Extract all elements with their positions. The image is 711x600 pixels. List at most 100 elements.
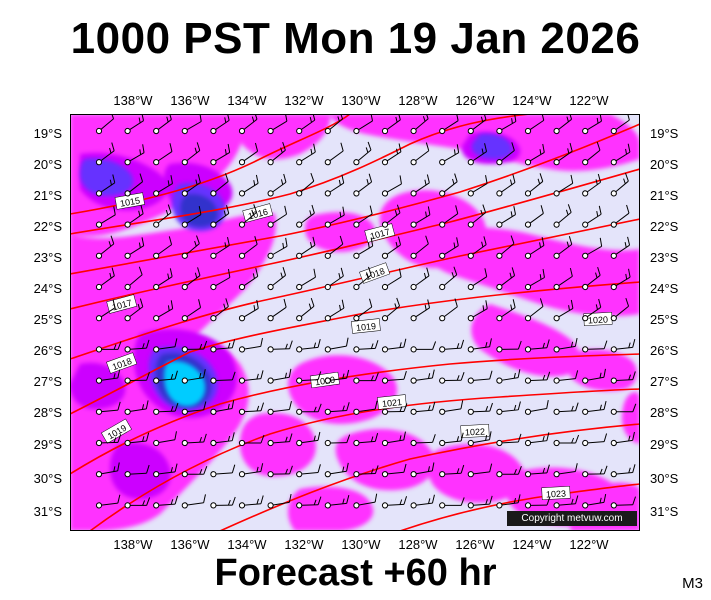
wind-barb-icon xyxy=(181,401,207,415)
wind-barb-icon xyxy=(467,370,493,384)
lon-tick-label: 138°W xyxy=(113,537,153,552)
wind-barb-icon xyxy=(496,340,522,353)
wind-barb-icon xyxy=(381,403,408,415)
wind-barb-icon xyxy=(610,236,631,259)
wind-barb-icon xyxy=(324,402,350,415)
wind-barb-icon xyxy=(210,464,236,478)
lat-tick-label: 31°S xyxy=(650,504,679,519)
wind-barb-icon xyxy=(95,235,115,259)
wind-barb-icon xyxy=(553,174,574,197)
wind-barb-icon xyxy=(95,494,121,509)
wind-barb-icon xyxy=(439,173,458,197)
isobar-label: 1023 xyxy=(541,486,571,500)
wind-barb-icon xyxy=(524,268,545,291)
wind-barb-icon xyxy=(267,433,293,447)
lon-tick-label: 124°W xyxy=(512,93,552,108)
wind-barb-icon xyxy=(610,371,636,384)
wind-barb-icon xyxy=(381,143,402,166)
wind-barb-icon xyxy=(324,369,350,384)
wind-barb-icon xyxy=(496,433,522,447)
wind-barb-icon xyxy=(524,298,544,322)
wind-barb-icon xyxy=(267,340,293,353)
svg-text:1021: 1021 xyxy=(382,397,403,409)
wind-barb-icon xyxy=(153,143,173,166)
wind-barb-icon xyxy=(324,299,345,322)
wind-barb-icon xyxy=(439,464,465,478)
wind-barb-icon xyxy=(124,114,145,135)
wind-barb-icon xyxy=(410,401,436,415)
wind-barb-icon xyxy=(267,237,288,259)
wind-barb-icon xyxy=(153,402,179,415)
wind-barb-icon xyxy=(439,400,464,415)
wind-barb-icon xyxy=(238,434,265,447)
wind-barb-icon xyxy=(410,267,430,291)
wind-barb-icon xyxy=(124,266,143,291)
wind-barb-icon xyxy=(524,496,551,509)
wind-barb-icon xyxy=(553,142,573,166)
wind-barb-icon xyxy=(124,205,144,228)
wind-barb-icon xyxy=(496,401,521,415)
wind-barb-icon xyxy=(210,143,231,166)
wind-barb-icon xyxy=(95,299,116,322)
isobar-label: 1019 xyxy=(101,418,132,444)
wind-barb-icon xyxy=(296,114,316,135)
wind-barb-icon xyxy=(267,401,292,415)
lat-tick-label: 28°S xyxy=(650,405,679,420)
wind-barb-icon xyxy=(124,464,150,478)
wind-barb-icon xyxy=(324,235,344,259)
wind-barb-icon xyxy=(439,237,459,259)
wind-barb-icon xyxy=(553,495,579,509)
wind-barb-icon xyxy=(353,340,379,353)
wind-barb-icon xyxy=(181,299,202,322)
wind-barb-icon xyxy=(582,205,602,228)
wind-barb-icon xyxy=(324,434,351,447)
wind-barb-icon xyxy=(124,497,151,509)
lat-tick-label: 27°S xyxy=(33,374,62,389)
wind-barb-icon xyxy=(153,370,178,384)
wind-barb-icon xyxy=(353,141,372,166)
isobar-label: 1015 xyxy=(114,192,145,210)
lat-tick-label: 26°S xyxy=(650,343,679,358)
wind-barb-icon xyxy=(267,493,292,509)
wind-barb-icon xyxy=(496,494,521,509)
wind-barb-icon xyxy=(324,495,350,509)
svg-text:1015: 1015 xyxy=(119,195,140,208)
wind-barb-icon xyxy=(410,114,429,135)
lon-tick-label: 128°W xyxy=(398,537,438,552)
wind-barb-icon xyxy=(181,235,200,259)
wind-barb-icon xyxy=(496,267,516,291)
svg-text:1022: 1022 xyxy=(465,426,486,437)
wind-barb-icon xyxy=(496,369,521,384)
wind-barb-icon xyxy=(610,268,631,291)
wind-barb-icon xyxy=(496,235,515,259)
isobar-labels: 1015 1016 1017 1017 1018 1018 1019 1019 … xyxy=(101,192,613,500)
wind-barb-icon xyxy=(238,142,259,166)
wind-barb-icon xyxy=(95,434,122,447)
lon-tick-label: 124°W xyxy=(512,537,552,552)
wind-barb-icon xyxy=(439,298,458,322)
wind-barb-icon xyxy=(553,267,573,291)
wind-barb-icon xyxy=(324,267,344,291)
wind-barb-icon xyxy=(210,268,231,291)
wind-barb-icon xyxy=(610,496,636,509)
wind-barb-icon xyxy=(353,173,373,197)
lat-tick-label: 26°S xyxy=(33,343,62,358)
wind-barb-icon xyxy=(467,236,487,259)
wind-barb-icon xyxy=(410,206,431,228)
wind-barb-icon xyxy=(238,495,264,509)
wind-barb-icon xyxy=(467,204,487,228)
wind-barb-icon xyxy=(467,175,488,197)
svg-text:1019: 1019 xyxy=(356,321,377,333)
wind-barb-icon xyxy=(524,143,545,166)
wind-barb-icon xyxy=(381,496,408,509)
wind-barb-icon xyxy=(95,267,115,291)
wind-barb-icon xyxy=(439,114,459,135)
wind-barb-icon xyxy=(238,402,265,415)
wind-barb-field xyxy=(95,114,637,509)
wind-barb-icon xyxy=(553,236,573,259)
lat-tick-label: 19°S xyxy=(33,126,62,141)
wind-barb-icon xyxy=(296,297,315,322)
wind-barb-icon xyxy=(296,339,321,353)
wind-barb-icon xyxy=(582,368,606,384)
wind-barb-icon xyxy=(553,463,578,478)
